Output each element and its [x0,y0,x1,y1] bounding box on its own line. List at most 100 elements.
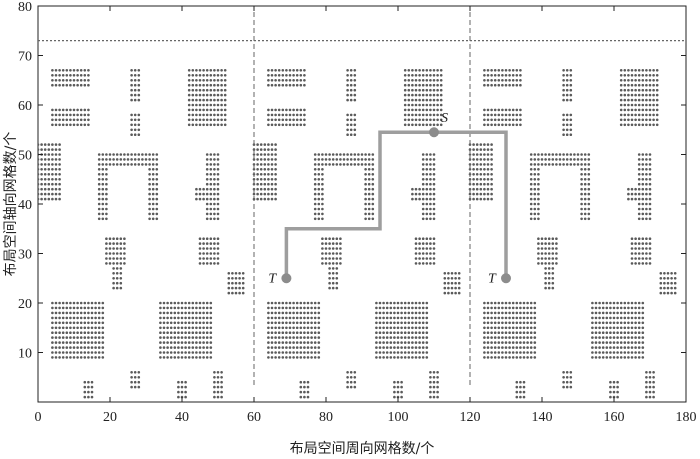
obstacle-dot [169,356,173,359]
obstacle-block-0-10 [195,187,205,201]
obstacle-dot [544,153,547,156]
obstacle-dot [403,98,407,102]
obstacle-dot [54,187,58,191]
obstacle-dot [349,118,353,122]
obstacle-dot [666,291,670,295]
obstacle-dot [526,356,529,359]
obstacle-dot [447,291,450,295]
obstacle-dot [641,207,645,211]
obstacle-dot [58,182,61,186]
obstacle-dot [252,168,256,171]
obstacle-dot [403,341,407,344]
obstacle-dot [414,83,418,87]
obstacle-dot [288,108,292,112]
obstacle-block-0-6 [97,153,159,166]
obstacle-dot [501,311,504,315]
obstacle-dot [411,301,414,305]
obstacle-dot [61,118,65,122]
obstacle-dot [511,306,515,310]
obstacle-dot [220,371,223,374]
obstacle-dot [641,118,645,122]
obstacle-dot [475,187,479,191]
obstacle-dot [187,123,191,127]
obstacle-dot [393,390,396,394]
obstacle-dot [627,341,630,344]
obstacle-dot [537,242,540,245]
obstacle-dot [501,74,504,77]
obstacle-dot [137,371,141,374]
obstacle-dot [439,98,443,102]
obstacle-dot [198,103,202,107]
obstacle-dot [256,187,259,191]
obstacle-dot [177,336,180,339]
obstacle-dot [601,311,605,315]
obstacle-dot [105,212,108,216]
obstacle-dot [130,118,133,122]
obstacle-dot [547,237,551,240]
obstacle-block-2-14 [659,272,677,295]
obstacle-dot [389,351,393,354]
obstacle-dot [270,187,274,191]
obstacle-dot [148,197,151,201]
obstacle-dot [101,163,105,166]
obstacle-dot [630,262,634,265]
obstacle-dot [105,178,108,181]
obstacle-dot [335,281,339,285]
obstacle-dot [79,331,83,335]
obstacle-dot [637,346,641,349]
obstacle-dot [76,83,79,87]
obstacle-dot [349,98,353,102]
obstacle-dot [83,79,87,82]
obstacle-dot [472,178,475,181]
obstacle-dot [565,385,569,389]
obstacle-dot [191,321,195,325]
obstacle-dot [277,306,281,310]
obstacle-block-1-1 [267,108,306,127]
obstacle-dot [169,341,173,344]
obstacle-dot [295,341,299,344]
obstacle-dot [393,336,396,339]
obstacle-dot [205,202,209,206]
obstacle-dot [130,93,133,97]
obstacle-dot [411,316,414,320]
obstacle-dot [270,123,274,127]
obstacle-dot [313,306,317,310]
obstacle-dot [38,187,40,191]
obstacle-dot [641,217,645,221]
obstacle-dot [565,74,569,77]
obstacle-dot [166,331,169,335]
obstacle-dot [594,311,598,315]
obstacle-dot [346,74,349,77]
obstacle-dot [371,178,375,181]
obstacle-dot [65,326,69,330]
obstacle-dot [425,192,429,196]
obstacle-dot [411,83,414,87]
obstacle-dot [259,148,263,151]
obstacle-dot [209,326,213,330]
obstacle-dot [483,306,486,310]
obstacle-dot [87,321,90,325]
obstacle-dot [205,346,209,349]
obstacle-block-0-19 [177,380,187,399]
obstacle-dot [587,207,591,211]
obstacle-dot [195,331,198,335]
obstacle-dot [385,336,389,339]
obstacle-dot [432,252,436,255]
obstacle-dot [184,316,187,320]
obstacle-dot [418,336,421,339]
obstacle-dot [418,326,421,330]
obstacle-dot [483,113,486,117]
obstacle-dot [652,108,655,112]
obstacle-dot [313,356,317,359]
obstacle-dot [371,182,375,186]
obstacle-dot [673,286,677,290]
obstacle-dot [421,336,425,339]
obstacle-dot [137,376,141,379]
obstacle-dot [486,326,490,330]
obstacle-dot [479,197,483,201]
obstacle-dot [360,158,364,161]
obstacle-dot [263,182,267,186]
obstacle-dot [609,311,612,315]
obstacle-dot [432,178,436,181]
obstacle-dot [641,88,645,92]
